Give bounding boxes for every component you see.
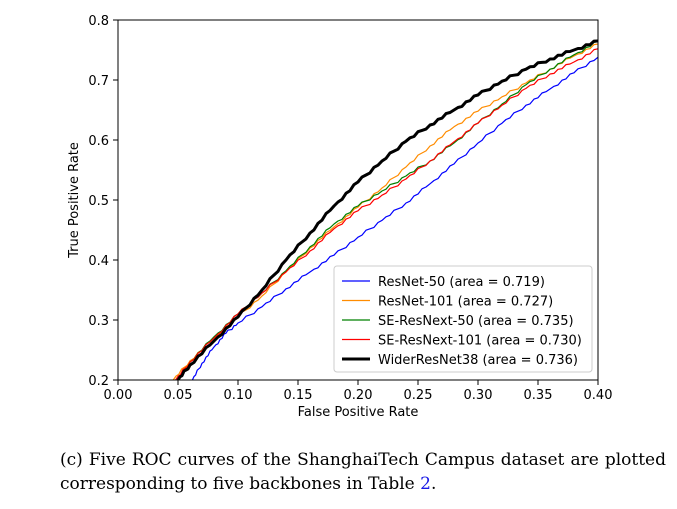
legend-entry-label: SE-ResNext-101 (area = 0.730) bbox=[378, 334, 582, 349]
legend-box bbox=[333, 265, 593, 373]
roc-curve-widerresnet38 bbox=[176, 39, 598, 380]
legend-entry-label: ResNet-50 (area = 0.719) bbox=[378, 275, 545, 290]
y-tick-label: 0.5 bbox=[88, 194, 109, 209]
y-tick-label: 0.2 bbox=[88, 374, 109, 389]
y-tick-label: 0.4 bbox=[88, 254, 109, 269]
y-tick-label: 0.3 bbox=[88, 314, 109, 329]
x-tick-label: 0.40 bbox=[584, 388, 613, 403]
roc-curve-se-resnext-101 bbox=[175, 48, 598, 380]
roc-chart: 0.00 0.05 0.10 0.15 0.20 0.25 0.30 0.35 0.40 0.2… bbox=[67, 14, 613, 420]
table-reference-link[interactable]: 2 bbox=[420, 474, 431, 494]
figure-caption: (c) Five ROC curves of the ShanghaiTech … bbox=[60, 448, 666, 496]
x-tick-label: 0.10 bbox=[224, 388, 253, 403]
roc-curve-resnet-50 bbox=[191, 56, 598, 380]
caption-end: . bbox=[430, 474, 437, 494]
x-tick-label: 0.05 bbox=[164, 388, 193, 403]
x-tick-label: 0.30 bbox=[464, 388, 493, 403]
caption-text: (c) Five ROC curves of the ShanghaiTech … bbox=[60, 450, 666, 494]
legend-entry-label: ResNet-101 (area = 0.727) bbox=[378, 295, 553, 310]
chart-legend: ResNet-50 (area = 0.719) ResNet-101 (area… bbox=[333, 265, 593, 373]
x-axis-label: False Positive Rate bbox=[298, 405, 419, 420]
y-axis-label: True Positive Rate bbox=[67, 142, 82, 259]
x-axis-ticks: 0.00 0.05 0.10 0.15 0.20 0.25 0.30 0.35 0.40 bbox=[104, 380, 613, 403]
x-tick-label: 0.15 bbox=[284, 388, 313, 403]
x-tick-label: 0.00 bbox=[104, 388, 133, 403]
y-tick-label: 0.7 bbox=[88, 74, 109, 89]
legend-entry-label: WiderResNet38 (area = 0.736) bbox=[378, 353, 578, 368]
x-tick-label: 0.20 bbox=[344, 388, 373, 403]
y-axis-ticks: 0.2 0.3 0.4 0.5 0.6 0.7 0.8 bbox=[88, 14, 118, 389]
x-tick-label: 0.25 bbox=[404, 388, 433, 403]
x-tick-label: 0.35 bbox=[524, 388, 553, 403]
y-tick-label: 0.6 bbox=[88, 134, 109, 149]
legend-entry-label: SE-ResNext-50 (area = 0.735) bbox=[378, 314, 574, 329]
y-tick-label: 0.8 bbox=[88, 14, 109, 29]
series-layer bbox=[172, 39, 598, 380]
